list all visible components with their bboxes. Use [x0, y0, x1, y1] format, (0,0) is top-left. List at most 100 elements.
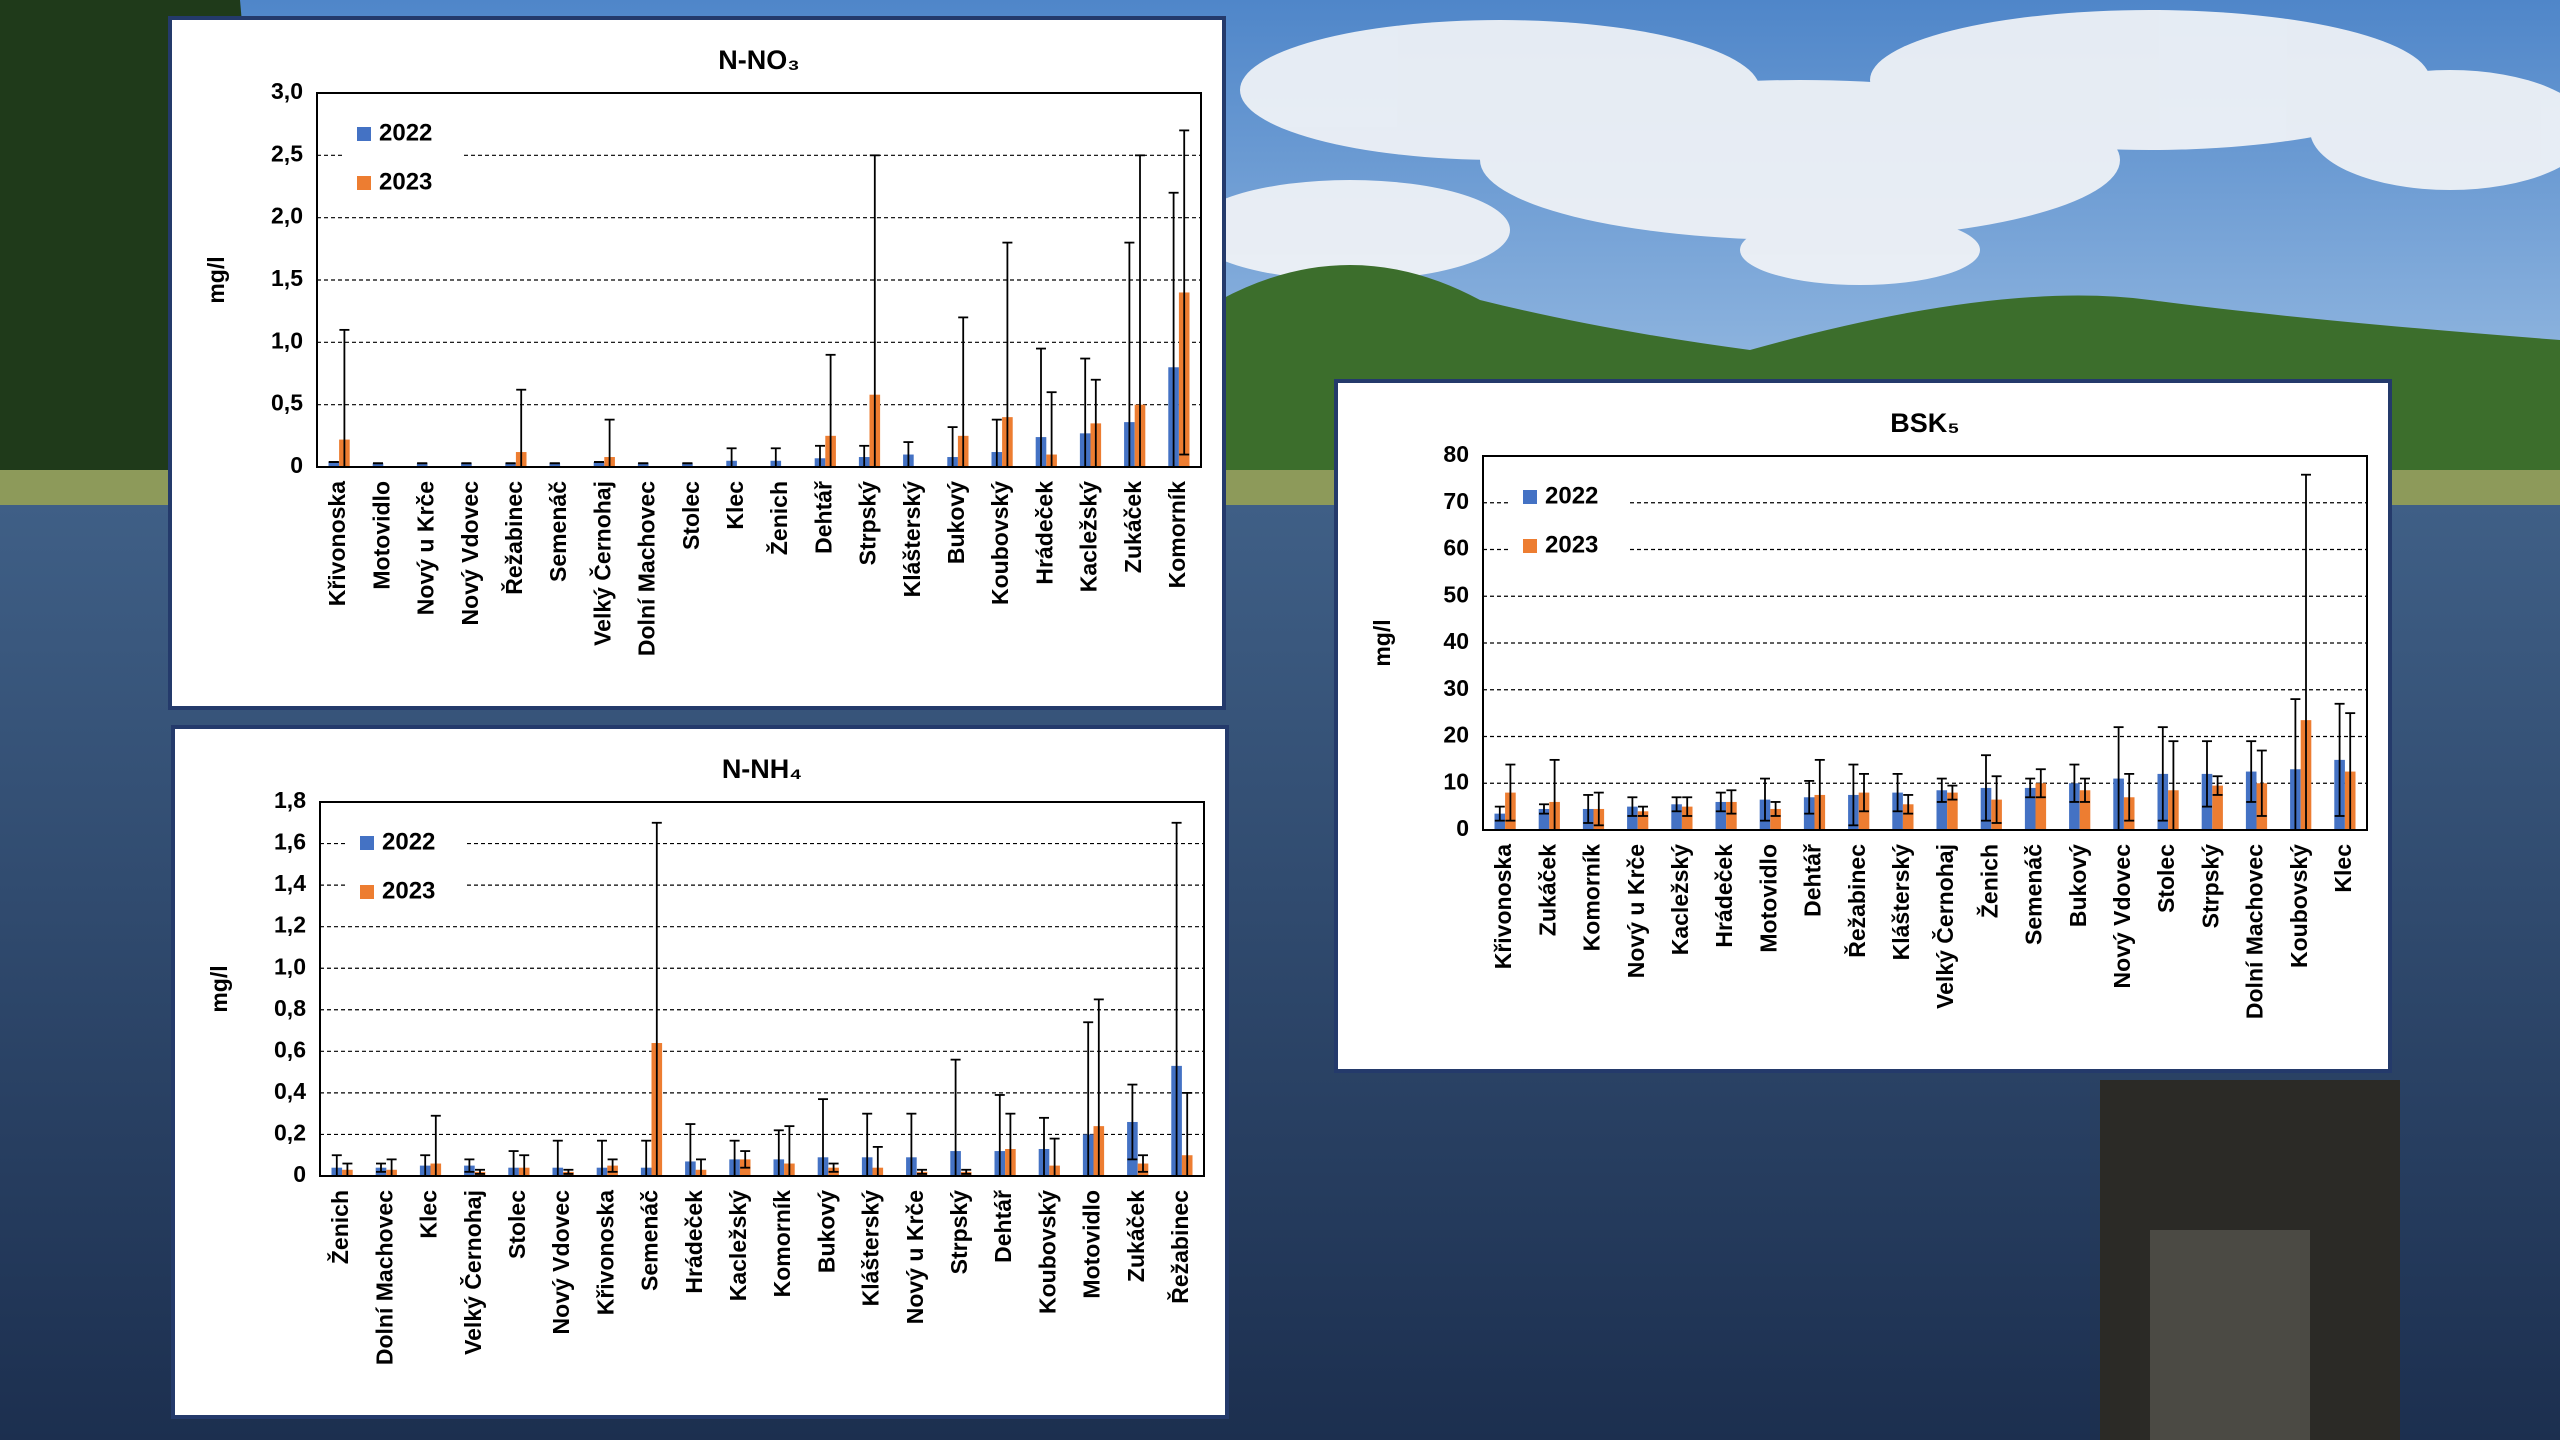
x-tick-label: Nový u Krče	[1623, 844, 1649, 978]
legend-label: 2023	[379, 168, 432, 195]
y-tick-label: 2,5	[271, 140, 303, 166]
y-tick-label: 0	[1456, 815, 1469, 841]
x-tick-label: Klášterský	[1888, 844, 1914, 961]
x-tick-label: Křivonoska	[592, 1190, 618, 1315]
x-tick-label: Strpský	[946, 1190, 972, 1275]
page: N-NO₃mg/l00,51,01,52,02,53,0KřivonoskaMo…	[0, 0, 2560, 1440]
x-tick-label: Nový u Krče	[902, 1190, 928, 1324]
chart-title: N-NO₃	[718, 45, 799, 75]
x-tick-label: Koubovský	[2286, 844, 2312, 968]
legend-swatch	[357, 127, 371, 141]
y-tick-label: 60	[1443, 535, 1469, 561]
chart-panel: BSK₅ mg/l 0 10 20 30 40 50 60 70 80 Křivonoska Zukáč…	[1334, 379, 2392, 1073]
y-tick-label: 0,8	[274, 995, 306, 1021]
y-axis-label: mg/l	[203, 256, 229, 303]
x-tick-label: Hrádeček	[1031, 481, 1057, 585]
x-tick-label: Klášterský	[858, 1190, 884, 1307]
x-tick-label: Klášterský	[899, 481, 925, 598]
y-tick-label: 0,5	[271, 390, 303, 416]
x-tick-label: Koubovský	[987, 481, 1013, 605]
x-tick-label: Komorník	[1579, 844, 1605, 952]
y-tick-label: 1,8	[274, 787, 306, 813]
x-tick-label: Křivonoska	[1490, 844, 1516, 969]
y-axis-label: mg/l	[1369, 619, 1395, 666]
x-tick-label: Dehtář	[810, 481, 836, 554]
x-tick-label: Hrádeček	[681, 1190, 707, 1294]
x-tick-label: Motovidlo	[368, 481, 394, 590]
legend-swatch	[1523, 539, 1537, 553]
x-tick-label: Komorník	[769, 1190, 795, 1298]
x-tick-label: Klec	[722, 481, 748, 530]
x-tick-label: Velký Černohaj	[588, 481, 615, 646]
x-tick-label: Klec	[416, 1190, 442, 1239]
x-tick-label: Řežabinec	[1843, 844, 1870, 958]
y-tick-label: 30	[1443, 675, 1469, 701]
x-tick-label: Bukový	[813, 1190, 839, 1273]
x-tick-label: Ženich	[765, 481, 792, 555]
legend-label: 2022	[379, 119, 432, 146]
y-tick-label: 70	[1443, 488, 1469, 514]
y-tick-label: 1,5	[271, 265, 303, 291]
y-tick-label: 10	[1443, 768, 1469, 794]
x-tick-label: Strpský	[855, 481, 881, 566]
x-tick-label: Ženich	[326, 1190, 353, 1264]
x-tick-label: Nový Vdovec	[2109, 844, 2135, 989]
x-tick-label: Stolec	[2153, 844, 2179, 913]
x-tick-label: Velký Černohaj	[1931, 844, 1958, 1009]
chart-panel: N-NH₄mg/l00,20,40,60,81,01,21,41,61,8Žen…	[171, 725, 1229, 1419]
x-tick-label: Kacležský	[1076, 481, 1102, 592]
x-tick-label: Stolec	[678, 481, 704, 550]
x-tick-label: Motovidlo	[1079, 1190, 1105, 1299]
x-tick-label: Dolní Machovec	[634, 481, 660, 656]
legend-label: 2023	[382, 877, 435, 904]
x-tick-label: Semenáč	[2021, 844, 2047, 945]
x-tick-label: Kacležský	[1667, 844, 1693, 955]
chart-title: BSK₅	[1890, 408, 1959, 438]
legend-label: 2022	[382, 828, 435, 855]
y-tick-label: 0,2	[274, 1120, 306, 1146]
x-tick-label: Bukový	[943, 481, 969, 564]
x-tick-label: Dehtář	[990, 1190, 1016, 1263]
y-tick-label: 1,2	[274, 912, 306, 938]
y-axis-label: mg/l	[206, 965, 232, 1012]
x-tick-label: Bukový	[2065, 844, 2091, 927]
x-tick-label: Nový Vdovec	[457, 481, 483, 626]
y-tick-label: 20	[1443, 722, 1469, 748]
x-tick-label: Řežabinec	[1166, 1190, 1193, 1304]
x-tick-label: Nový Vdovec	[548, 1190, 574, 1335]
y-tick-label: 50	[1443, 581, 1469, 607]
x-tick-label: Dolní Machovec	[2242, 844, 2268, 1019]
y-tick-label: 1,6	[274, 829, 306, 855]
x-tick-label: Nový u Krče	[413, 481, 439, 615]
legend-label: 2022	[1545, 482, 1598, 509]
x-tick-label: Řežabinec	[500, 481, 527, 595]
x-tick-label: Kacležský	[725, 1190, 751, 1301]
x-tick-label: Semenáč	[545, 481, 571, 582]
x-tick-label: Semenáč	[637, 1190, 663, 1291]
x-tick-label: Ženich	[1975, 844, 2002, 918]
x-tick-label: Zukáček	[1123, 1190, 1149, 1282]
chart-title: N-NH₄	[722, 754, 802, 784]
y-tick-label: 0	[290, 452, 303, 478]
x-tick-label: Komorník	[1164, 481, 1190, 589]
y-tick-label: 1,0	[271, 327, 303, 353]
y-tick-label: 80	[1443, 441, 1469, 467]
y-tick-label: 2,0	[271, 203, 303, 229]
x-tick-label: Dehtář	[1800, 844, 1826, 917]
x-tick-label: Dolní Machovec	[371, 1190, 397, 1365]
y-tick-label: 1,0	[274, 953, 306, 979]
x-tick-label: Klec	[2330, 844, 2356, 893]
y-tick-label: 40	[1443, 628, 1469, 654]
legend-swatch	[360, 885, 374, 899]
x-tick-label: Stolec	[504, 1190, 530, 1259]
legend-swatch	[360, 836, 374, 850]
x-tick-label: Velký Černohaj	[459, 1190, 486, 1355]
legend-swatch	[1523, 490, 1537, 504]
y-tick-label: 0,4	[274, 1078, 306, 1104]
y-tick-label: 0,6	[274, 1036, 306, 1062]
x-tick-label: Hrádeček	[1711, 844, 1737, 948]
x-tick-label: Zukáček	[1534, 844, 1560, 936]
y-tick-label: 1,4	[274, 870, 306, 896]
